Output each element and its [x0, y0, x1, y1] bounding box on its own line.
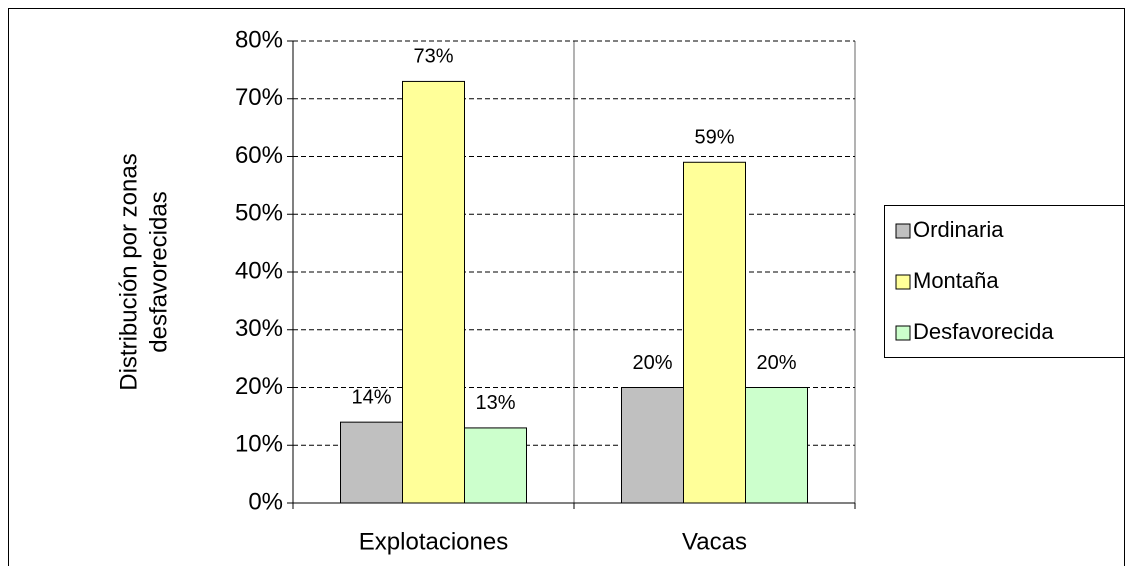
y-axis-label: Distribución por zonas — [115, 153, 142, 390]
bar — [683, 161, 746, 504]
legend-box — [884, 205, 1125, 358]
value-label: 20% — [756, 352, 796, 374]
legend-label: Montaña — [913, 268, 999, 293]
x-tick-label: Explotaciones — [359, 528, 508, 555]
y-tick-label: 10% — [235, 431, 283, 458]
bar — [402, 80, 465, 504]
bar — [340, 421, 403, 504]
bar — [621, 387, 684, 504]
y-tick-label: 20% — [235, 373, 283, 400]
bar — [745, 387, 808, 504]
y-tick-label: 0% — [248, 488, 283, 515]
y-tick-label: 60% — [235, 142, 283, 169]
legend-swatch — [895, 223, 911, 239]
y-axis-label: desfavorecidas — [145, 191, 172, 352]
legend-label: Desfavorecida — [913, 319, 1054, 344]
value-label: 20% — [632, 352, 672, 374]
value-label: 73% — [413, 46, 453, 68]
value-label: 59% — [694, 127, 734, 149]
y-tick-label: 30% — [235, 315, 283, 342]
legend-swatch — [895, 325, 911, 341]
x-tick-label: Vacas — [682, 528, 747, 555]
legend-swatch — [895, 274, 911, 290]
y-tick-label: 80% — [235, 26, 283, 53]
y-tick-label: 40% — [235, 257, 283, 284]
y-tick-label: 50% — [235, 200, 283, 227]
y-tick-label: 70% — [235, 84, 283, 111]
value-label: 13% — [475, 392, 515, 414]
legend-label: Ordinaria — [913, 217, 1004, 242]
bar — [464, 427, 527, 504]
value-label: 14% — [351, 386, 391, 408]
